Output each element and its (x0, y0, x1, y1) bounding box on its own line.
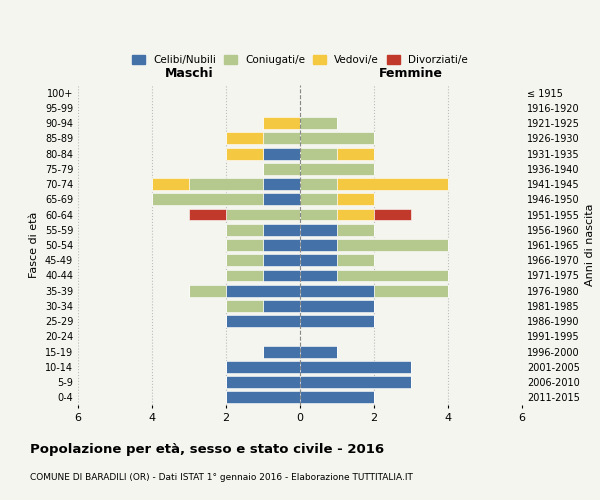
Bar (337, 270, 448, 281)
Bar (374, 285, 448, 296)
Bar (226, 132, 263, 144)
Y-axis label: Anni di nascita: Anni di nascita (585, 204, 595, 286)
Bar (263, 178, 300, 190)
Bar (152, 194, 263, 205)
Bar (374, 208, 411, 220)
Bar (263, 300, 300, 312)
Bar (189, 178, 263, 190)
Bar (226, 285, 300, 296)
Bar (300, 254, 337, 266)
Text: Maschi: Maschi (164, 68, 214, 80)
Bar (337, 254, 374, 266)
Bar (300, 346, 337, 358)
Bar (226, 315, 300, 327)
Bar (337, 178, 448, 190)
Bar (263, 239, 300, 251)
Bar (337, 224, 374, 235)
Bar (263, 346, 300, 358)
Bar (263, 148, 300, 160)
Bar (300, 148, 337, 160)
Bar (337, 148, 374, 160)
Bar (300, 178, 337, 190)
Bar (300, 300, 374, 312)
Bar (226, 300, 263, 312)
Text: Femmine: Femmine (379, 68, 443, 80)
Bar (300, 315, 374, 327)
Bar (300, 163, 374, 175)
Bar (226, 148, 263, 160)
Bar (226, 224, 263, 235)
Bar (300, 361, 411, 373)
Bar (300, 208, 337, 220)
Bar (226, 254, 263, 266)
Bar (226, 239, 263, 251)
Bar (226, 270, 263, 281)
Bar (300, 392, 374, 404)
Bar (263, 254, 300, 266)
Bar (337, 239, 448, 251)
Bar (189, 285, 226, 296)
Bar (300, 117, 337, 129)
Bar (226, 376, 300, 388)
Bar (300, 270, 337, 281)
Bar (300, 224, 337, 235)
Bar (226, 392, 300, 404)
Bar (263, 117, 300, 129)
Text: COMUNE DI BARADILI (OR) - Dati ISTAT 1° gennaio 2016 - Elaborazione TUTTITALIA.I: COMUNE DI BARADILI (OR) - Dati ISTAT 1° … (30, 472, 413, 482)
Bar (189, 208, 226, 220)
Bar (263, 270, 300, 281)
Bar (263, 132, 300, 144)
Bar (337, 194, 374, 205)
Bar (263, 224, 300, 235)
Bar (300, 376, 411, 388)
Bar (263, 194, 300, 205)
Bar (226, 361, 300, 373)
Bar (300, 239, 337, 251)
Y-axis label: Fasce di età: Fasce di età (29, 212, 39, 278)
Legend: Celibi/Nubili, Coniugati/e, Vedovi/e, Divorziati/e: Celibi/Nubili, Coniugati/e, Vedovi/e, Di… (129, 52, 471, 68)
Bar (300, 194, 337, 205)
Bar (226, 208, 300, 220)
Bar (263, 163, 300, 175)
Text: Popolazione per età, sesso e stato civile - 2016: Popolazione per età, sesso e stato civil… (30, 442, 384, 456)
Bar (337, 208, 374, 220)
Bar (152, 178, 189, 190)
Bar (300, 132, 374, 144)
Bar (300, 285, 374, 296)
